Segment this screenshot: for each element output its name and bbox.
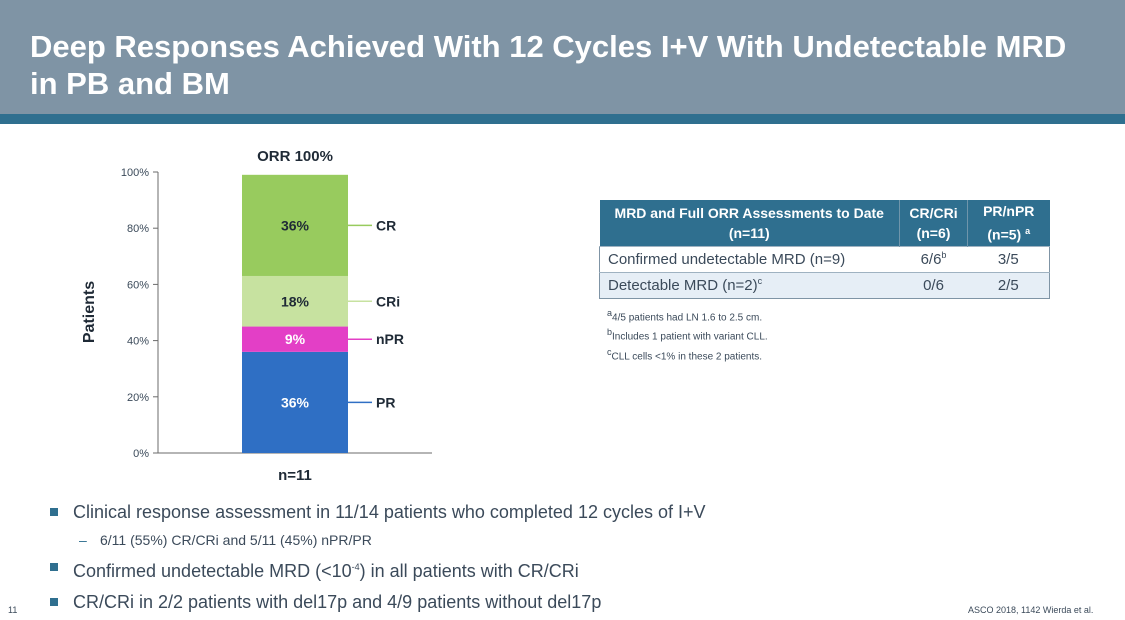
table-cell: 2/5 — [967, 271, 1050, 299]
y-tick-label: 20% — [127, 392, 149, 404]
footnote: a4/5 patients had LN 1.6 to 2.5 cm. — [607, 308, 763, 324]
y-tick-label: 40% — [127, 336, 149, 348]
table-row: Detectable MRD (n=2)c 0/6 2/5 — [599, 271, 1050, 299]
bullet-list: Clinical response assessment in 11/14 pa… — [50, 500, 950, 614]
table-cell: Detectable MRD (n=2)c — [599, 271, 900, 299]
chart-title: ORR 100% — [257, 148, 333, 165]
bullet-item: Clinical response assessment in 11/14 pa… — [50, 500, 950, 524]
data-label: 18% — [281, 293, 310, 309]
citation: ASCO 2018, 1142 Wierda et al. — [968, 605, 1094, 615]
slide-title: Deep Responses Achieved With 12 Cycles I… — [30, 29, 1067, 101]
sub-bullet-item: 6/11 (55%) CR/CRi and 5/11 (45%) nPR/PR — [50, 530, 950, 550]
bullet-item: Confirmed undetectable MRD (<10-4) in al… — [50, 555, 950, 583]
data-label: 36% — [281, 217, 310, 233]
legend-label: CR — [376, 217, 396, 233]
table-header-prnpr: PR/nPR (n=5) a — [967, 200, 1050, 247]
y-tick-label: 60% — [127, 279, 149, 291]
table-footnotes: a4/5 patients had LN 1.6 to 2.5 cm. bInc… — [607, 306, 768, 364]
title-bar-stripe — [0, 114, 1125, 124]
footnote: cCLL cells <1% in these 2 patients. — [607, 346, 763, 362]
x-axis-label: n=11 — [278, 467, 312, 484]
bar-segment-pr — [242, 351, 348, 453]
y-tick-label: 0% — [133, 448, 149, 460]
data-label: 9% — [285, 331, 306, 347]
table-header-crcri: CR/CRi (n=6) — [899, 200, 968, 247]
legend-label: CRi — [376, 293, 400, 309]
bullet-item: CR/CRi in 2/2 patients with del17p and 4… — [50, 590, 950, 614]
stacked-bar-chart: 0% 20% 40% 60% 80% 100% Patients ORR 100% n=11 36… — [81, 148, 432, 484]
table-cell: 6/6b — [899, 245, 968, 273]
table-header-row: MRD and Full ORR Assessments to Date (n=… — [599, 200, 1050, 247]
legend-label: nPR — [376, 331, 404, 347]
legend-label: PR — [376, 394, 395, 410]
table-header-assessment: MRD and Full ORR Assessments to Date (n=… — [599, 200, 900, 247]
title-bar — [0, 0, 1125, 114]
mrd-table: MRD and Full ORR Assessments to Date (n=… — [599, 200, 1050, 299]
table-cell: Confirmed undetectable MRD (n=9) — [599, 245, 900, 273]
data-label: 36% — [281, 394, 310, 410]
footnote: bIncludes 1 patient with variant CLL. — [607, 327, 768, 343]
y-tick-label: 80% — [127, 223, 149, 235]
page-number: 11 — [8, 605, 18, 615]
table-cell: 3/5 — [967, 245, 1050, 273]
table-row: Confirmed undetectable MRD (n=9) 6/6b 3/… — [599, 245, 1050, 273]
bar-segment-cri — [242, 275, 348, 327]
table-cell: 0/6 — [899, 271, 968, 299]
y-axis-title: Patients — [81, 281, 98, 343]
y-tick-label: 100% — [121, 167, 149, 179]
bar-segment-cr — [242, 174, 348, 276]
bar-segment-npr — [242, 326, 348, 352]
